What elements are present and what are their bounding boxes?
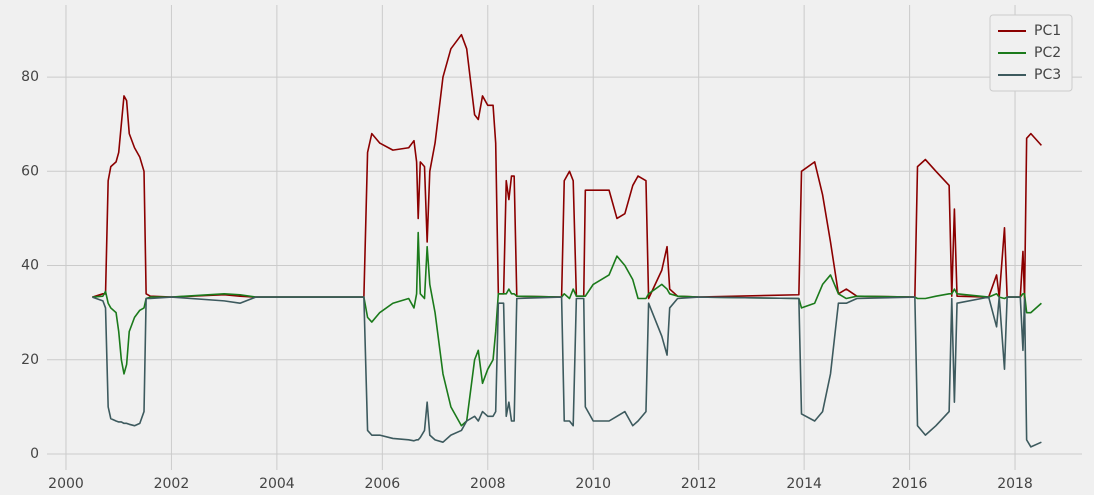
y-tick-label: 60: [21, 163, 39, 179]
x-tick-label: 2008: [470, 476, 506, 492]
x-tick-label: 2014: [786, 476, 822, 492]
x-tick-label: 2006: [365, 476, 401, 492]
legend-label: PC3: [1034, 67, 1061, 83]
legend-label: PC1: [1034, 23, 1061, 39]
legend: PC1 PC2 PC3: [989, 14, 1073, 92]
x-tick-label: 2004: [259, 476, 295, 492]
x-tick-label: 2000: [48, 476, 84, 492]
x-tick-label: 2018: [997, 476, 1033, 492]
x-tick-label: 2016: [892, 476, 928, 492]
y-tick-label: 40: [21, 258, 39, 274]
line-series: [92, 231, 1042, 427]
legend-box: [989, 14, 1073, 92]
x-tick-label: 2012: [681, 476, 717, 492]
y-tick-label: 20: [21, 352, 39, 368]
line-series: [92, 296, 1042, 448]
x-tick-label: 2010: [575, 476, 611, 492]
y-tick-label: 80: [21, 69, 39, 85]
x-tick-label: 2002: [154, 476, 190, 492]
y-tick-label: 0: [30, 446, 39, 462]
legend-label: PC2: [1034, 45, 1061, 61]
